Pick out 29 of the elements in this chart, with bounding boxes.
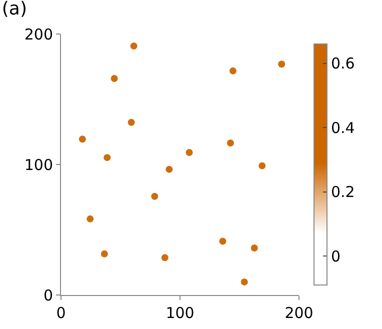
point	[78, 136, 86, 143]
point	[226, 139, 234, 146]
point	[130, 42, 138, 50]
point	[258, 162, 266, 170]
point	[186, 148, 193, 156]
color-bar-label: 0.6	[331, 54, 355, 73]
point	[240, 278, 248, 286]
point	[86, 215, 94, 222]
point	[110, 75, 118, 82]
point	[219, 238, 226, 245]
point	[128, 118, 135, 126]
y-tick-label: 200	[24, 25, 53, 44]
x-tick-label: 0	[56, 304, 66, 322]
color-bar-label: 0.4	[331, 118, 355, 137]
point	[229, 67, 236, 74]
point	[151, 192, 158, 200]
point	[166, 166, 173, 173]
chart-title: (a)	[2, 0, 27, 20]
x-tick-label: 200	[284, 304, 314, 322]
x-tick-label: 100	[166, 304, 194, 322]
y-tick-label: 100	[24, 156, 53, 174]
point	[250, 244, 258, 252]
point	[161, 254, 168, 262]
point	[100, 250, 108, 258]
point	[104, 154, 111, 162]
y-tick-label: 0	[43, 286, 53, 304]
color-bar-label: 0.2	[331, 183, 355, 202]
color-bar-label: 0	[331, 247, 341, 266]
point	[278, 60, 286, 68]
